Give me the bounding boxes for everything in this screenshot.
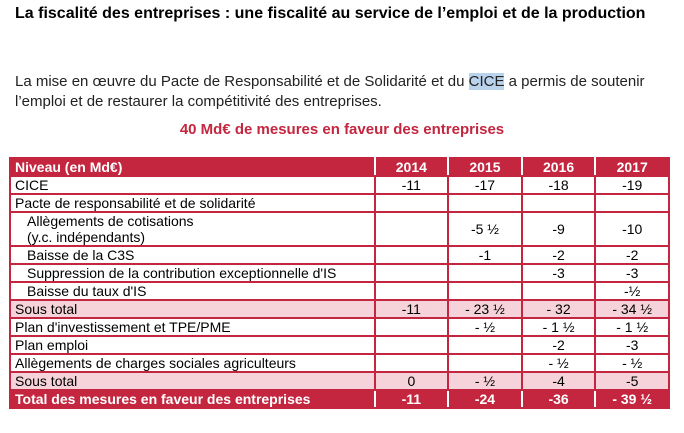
subtotal-row: Sous total 0- ½ -4 -5 — [9, 371, 670, 391]
table-row: Suppression de la contribution exception… — [9, 263, 670, 283]
value-cell — [373, 317, 450, 337]
value-cell: - ½ — [520, 353, 597, 373]
value-cell: -2 — [520, 245, 597, 265]
row-label: Plan d'investissement et TPE/PME — [9, 317, 376, 337]
row-label-text: Plan d'investissement et TPE/PME — [15, 319, 231, 335]
value-cell: -3 — [594, 263, 670, 283]
value-cell: -5 — [594, 371, 670, 391]
value-cell: -10 — [594, 211, 670, 247]
row-label: Baisse du taux d'IS — [9, 281, 376, 301]
value-cell: -5 ½ — [447, 211, 523, 247]
value-cell: 0 — [373, 371, 450, 391]
value-cell — [373, 263, 450, 283]
value-cell: -½ — [594, 281, 670, 301]
row-label: Allègements de cotisations (y.c. indépend… — [9, 211, 376, 247]
value-cell — [373, 281, 450, 301]
section-title: La fiscalité des entreprises : une fisca… — [15, 5, 646, 22]
value-cell: -2 — [520, 335, 597, 355]
row-label-text: Allègements de cotisations — [27, 213, 194, 229]
value-cell — [594, 193, 670, 213]
row-label: Pacte de responsabilité et de solidarité — [9, 193, 376, 213]
row-label-text: Baisse de la C3S — [27, 247, 135, 263]
value-cell: -11 — [373, 299, 450, 319]
value-cell — [447, 335, 523, 355]
row-label: Allègements de charges sociales agricult… — [9, 353, 376, 373]
value-cell: - ½ — [594, 353, 670, 373]
value-cell: -11 — [373, 175, 450, 195]
total-row: Total des mesures en faveur des entrepri… — [9, 389, 670, 409]
row-label: Plan emploi — [9, 335, 376, 355]
header-cell: 2015 — [447, 157, 523, 177]
table-row: Plan d'investissement et TPE/PME - ½- 1 ½… — [9, 317, 670, 337]
value-cell: - 1 ½ — [520, 317, 597, 337]
value-cell — [520, 281, 597, 301]
value-cell — [373, 335, 450, 355]
row-label-text: Total des mesures en faveur des entrepri… — [15, 391, 311, 407]
value-cell: -3 — [520, 263, 597, 283]
value-cell: - 23 ½ — [447, 299, 523, 319]
header-cell: 2016 — [520, 157, 597, 177]
table-row: Allègements de charges sociales agricult… — [9, 353, 670, 373]
row-label: Suppression de la contribution exception… — [9, 263, 376, 283]
value-cell — [520, 193, 597, 213]
value-cell — [373, 211, 450, 247]
table-row: Pacte de responsabilité et de solidarité — [9, 193, 670, 213]
row-label: Baisse de la C3S — [9, 245, 376, 265]
row-label-text: Sous total — [15, 301, 78, 317]
value-cell: -3 — [594, 335, 670, 355]
table-title: 40 Md€ de mesures en faveur des entrepri… — [179, 121, 505, 138]
paragraph-text: a permis de soutenir l’emploi et de rest… — [15, 73, 645, 110]
value-cell — [447, 353, 523, 373]
table-row: Plan emploi -2 -3 — [9, 335, 670, 355]
value-cell — [447, 263, 523, 283]
row-label-text: Pacte de responsabilité et de solidarité — [15, 195, 256, 211]
value-cell: -24 — [447, 389, 523, 409]
value-cell: -19 — [594, 175, 670, 195]
table-row: Baisse de la C3S -1 -2 -2 — [9, 245, 670, 265]
table-header-row: Niveau (en Md€) 2014 2015 2016 2017 — [9, 157, 670, 177]
row-label: Sous total — [9, 299, 376, 319]
header-cell: Niveau (en Md€) — [9, 157, 376, 177]
row-label: Total des mesures en faveur des entrepri… — [9, 389, 376, 409]
value-cell: -11 — [373, 389, 450, 409]
intro-paragraph: La mise en œuvre du Pacte de Responsabil… — [15, 72, 675, 112]
value-cell: -4 — [520, 371, 597, 391]
value-cell — [373, 353, 450, 373]
value-cell: - 39 ½ — [594, 389, 670, 409]
value-cell: -1 — [447, 245, 523, 265]
value-cell: - ½ — [447, 371, 523, 391]
header-cell: 2017 — [594, 157, 670, 177]
row-label-text: Baisse du taux d'IS — [27, 283, 147, 299]
row-label-text: CICE — [15, 177, 49, 193]
value-cell: -18 — [520, 175, 597, 195]
value-cell: -2 — [594, 245, 670, 265]
table-row: CICE -11 -17 -18 -19 — [9, 175, 670, 195]
row-label-text: (y.c. indépendants) — [27, 229, 146, 245]
highlighted-text: CICE — [468, 73, 505, 90]
row-label: CICE — [9, 175, 376, 195]
row-label-text: Sous total — [15, 373, 78, 389]
value-cell — [447, 193, 523, 213]
value-cell — [373, 193, 450, 213]
value-cell: -17 — [447, 175, 523, 195]
table-row: Baisse du taux d'IS -½ — [9, 281, 670, 301]
measures-table: Niveau (en Md€) 2014 2015 2016 2017 CICE… — [9, 157, 670, 409]
value-cell: - ½ — [447, 317, 523, 337]
value-cell: -9 — [520, 211, 597, 247]
row-label: Sous total — [9, 371, 376, 391]
table-row: Allègements de cotisations (y.c. indépend… — [9, 211, 670, 247]
value-cell — [447, 281, 523, 301]
value-cell: - 34 ½ — [594, 299, 670, 319]
row-label-text: Plan emploi — [15, 337, 89, 353]
value-cell: - 32 — [520, 299, 597, 319]
value-cell — [373, 245, 450, 265]
paragraph-text: La mise en œuvre du Pacte de Responsabil… — [15, 73, 469, 90]
value-cell: -36 — [520, 389, 597, 409]
row-label-text: Suppression de la contribution exception… — [27, 265, 337, 281]
value-cell: - 1 ½ — [594, 317, 670, 337]
row-label-text: Allègements de charges sociales agricult… — [15, 355, 296, 371]
header-cell: 2014 — [373, 157, 450, 177]
subtotal-row: Sous total -11- 23 ½- 32- 34 ½ — [9, 299, 670, 319]
